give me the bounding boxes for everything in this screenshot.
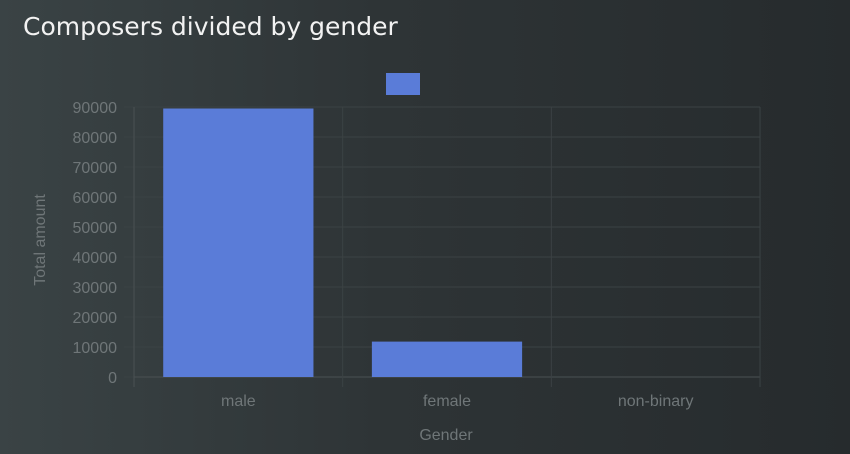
- y-tick-label: 70000: [73, 160, 118, 177]
- y-tick-label: 60000: [73, 190, 118, 207]
- y-tick-label: 0: [108, 370, 117, 387]
- x-tick-label: female: [423, 393, 471, 410]
- x-axis-ticks: male female non-binary: [221, 393, 693, 410]
- y-tick-label: 20000: [73, 310, 118, 327]
- bar-female[interactable]: [371, 341, 523, 377]
- y-tick-label: 40000: [73, 250, 118, 267]
- x-axis-title: Gender: [419, 427, 473, 444]
- page-title: Composers divided by gender: [23, 12, 398, 41]
- y-axis-title: Total amount: [32, 194, 49, 286]
- x-tick-label: male: [221, 393, 256, 410]
- y-axis-ticks: 0 10000 20000 30000 40000 50000 60000 70000 8000…: [73, 100, 118, 387]
- y-tick-label: 80000: [73, 130, 118, 147]
- bar-male[interactable]: [163, 108, 314, 378]
- y-tick-label: 30000: [73, 280, 118, 297]
- y-tick-label: 10000: [73, 340, 118, 357]
- y-tick-label: 90000: [73, 100, 118, 117]
- legend-swatch[interactable]: [386, 73, 420, 95]
- x-tick-label: non-binary: [618, 393, 694, 410]
- bars: [163, 108, 523, 378]
- y-tick-label: 50000: [73, 220, 118, 237]
